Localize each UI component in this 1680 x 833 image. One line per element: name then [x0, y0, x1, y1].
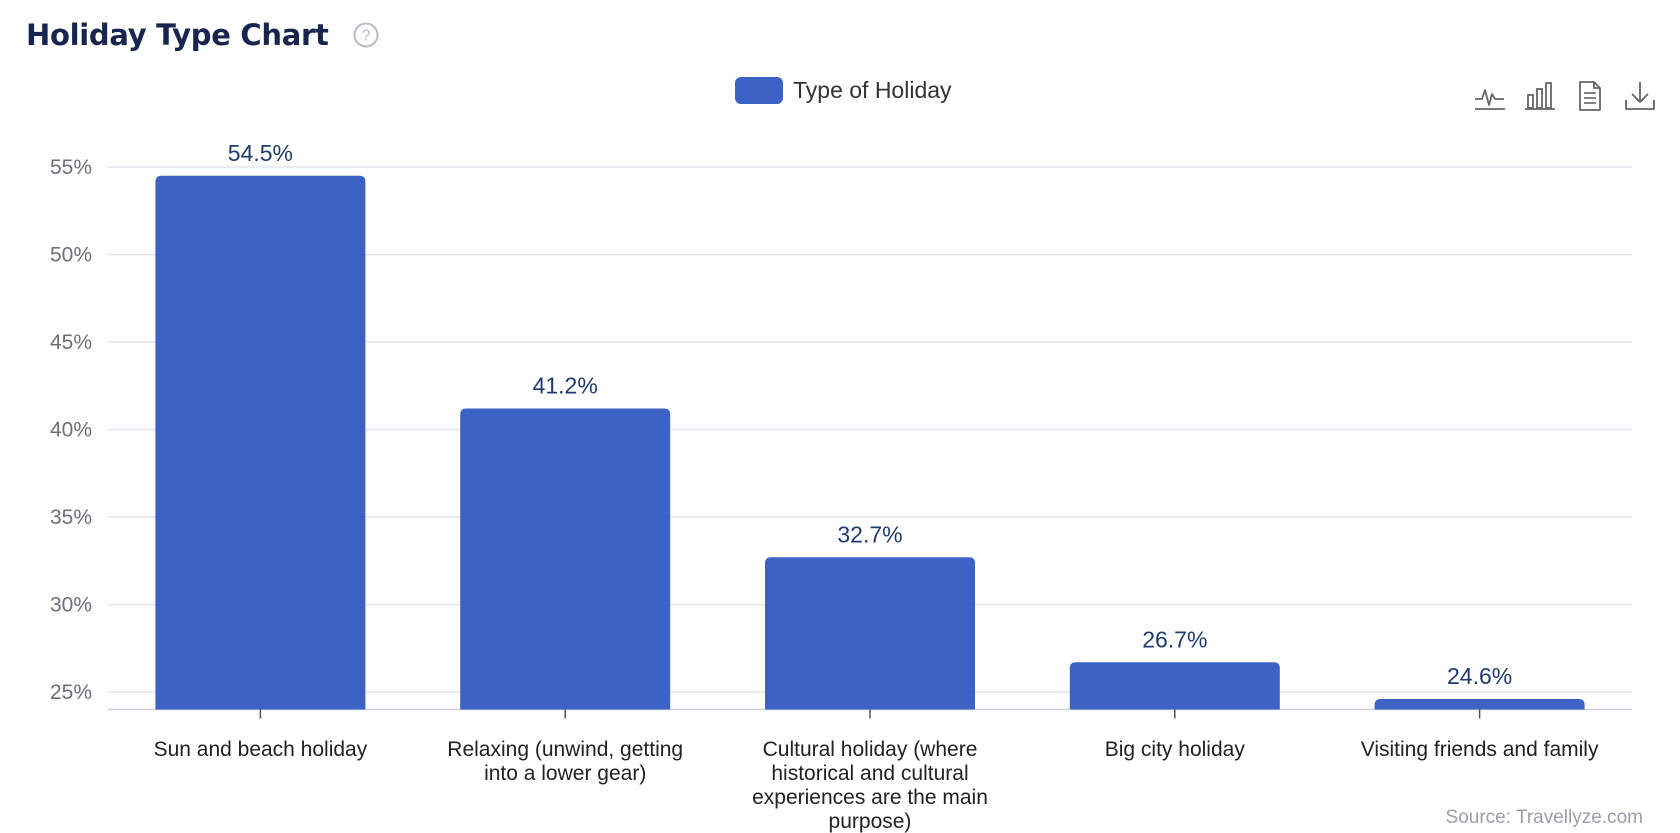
y-tick-label: 30%	[50, 594, 92, 617]
document-icon[interactable]	[1572, 78, 1608, 114]
help-icon[interactable]: ?	[353, 22, 379, 48]
value-label: 54.5%	[228, 140, 293, 166]
chart-toolbar	[1458, 78, 1658, 114]
bar-4[interactable]	[1069, 662, 1280, 710]
legend-swatch	[735, 77, 783, 104]
y-tick-label: 35%	[50, 506, 92, 529]
line-chart-icon[interactable]	[1472, 78, 1508, 114]
category-label: Sun and beach holiday	[154, 738, 368, 761]
y-tick-label: 25%	[50, 681, 92, 704]
value-label: 41.2%	[533, 373, 598, 399]
y-tick-label: 50%	[50, 244, 92, 267]
y-tick-label: 55%	[50, 156, 92, 179]
y-tick-label: 40%	[50, 419, 92, 442]
bar-chart-icon[interactable]	[1522, 78, 1558, 114]
bar-1[interactable]	[155, 175, 366, 710]
source-credit[interactable]: Source: Travellyze.com	[1445, 807, 1643, 828]
category-label: Cultural holiday (where historical and cu…	[752, 738, 988, 833]
category-label: Relaxing (unwind, getting into a lower ge…	[447, 738, 683, 785]
chart-header: Holiday Type Chart ?	[26, 18, 379, 52]
legend-label: Type of Holiday	[793, 77, 952, 103]
chart-legend[interactable]: Type of Holiday	[735, 77, 952, 104]
download-icon[interactable]	[1622, 78, 1658, 114]
chart-title: Holiday Type Chart	[26, 18, 329, 52]
value-label: 32.7%	[837, 521, 902, 547]
category-label: Visiting friends and family	[1361, 738, 1599, 761]
bar-3[interactable]	[765, 557, 975, 710]
bar-5[interactable]	[1374, 699, 1585, 710]
bar-2[interactable]	[460, 408, 671, 710]
y-tick-label: 45%	[50, 331, 92, 354]
category-label: Big city holiday	[1105, 738, 1246, 761]
value-label: 24.6%	[1447, 663, 1512, 689]
svg-text:?: ?	[361, 28, 370, 45]
value-label: 26.7%	[1142, 626, 1207, 652]
